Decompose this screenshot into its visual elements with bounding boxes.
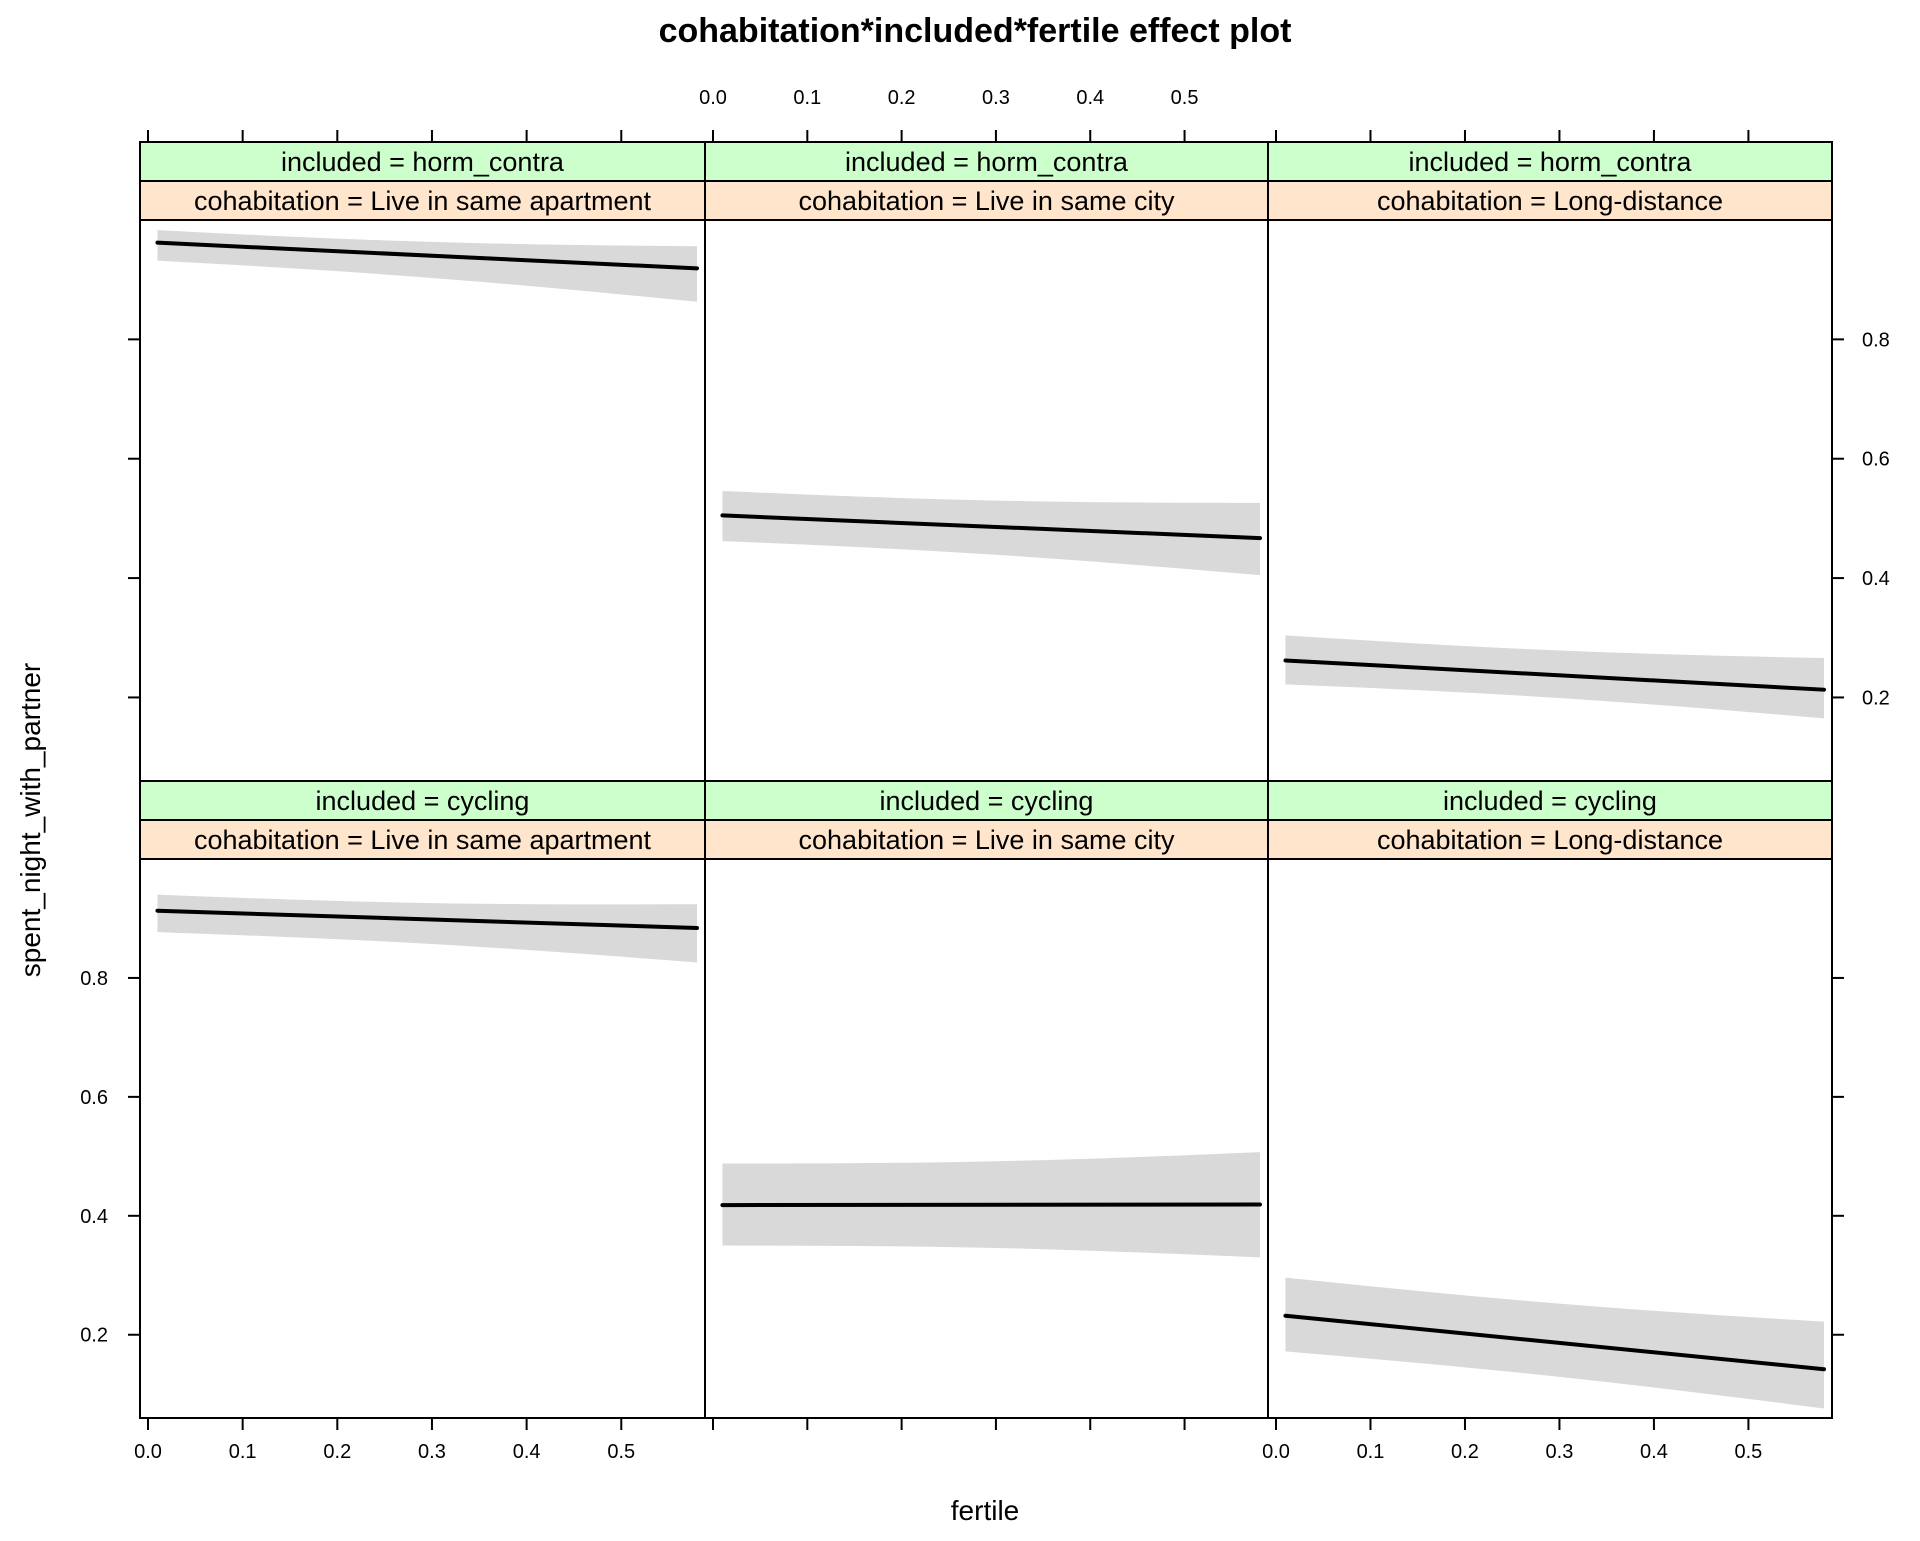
panel-1: included = horm_contra cohabitation = Liv…: [139, 141, 706, 782]
x-tick-label-top: 0.2: [888, 87, 916, 109]
panel-2: included = horm_contra cohabitation = Liv…: [704, 141, 1269, 782]
x-tick-label-bottom: 0.4: [1640, 1441, 1668, 1463]
x-axis-label: fertile: [951, 1495, 1019, 1526]
strip-included-bg: [1267, 141, 1833, 182]
y-tick-label-left: 0.6: [80, 1087, 108, 1109]
strip-included-bg: [139, 141, 706, 182]
y-tick-label-right: 0.2: [1862, 687, 1890, 709]
y-tick-label-right: 0.4: [1862, 568, 1890, 590]
strip-cohabitation-bg: [704, 819, 1269, 860]
strip-included-label: included = horm_contra: [1409, 147, 1693, 177]
x-tick-label-bottom: 0.2: [1451, 1441, 1479, 1463]
panel-grid: included = horm_contra cohabitation = Liv…: [139, 141, 1833, 1419]
y-tick-label-right: 0.6: [1862, 449, 1890, 471]
effect-line: [720, 1202, 1262, 1208]
confidence-band: [157, 894, 697, 963]
panel-6: included = cycling cohabitation = Long-di…: [1267, 780, 1833, 1419]
effect-line: [155, 908, 699, 930]
strip-included-label: included = horm_contra: [845, 147, 1129, 177]
strip-cohabitation-label: cohabitation = Live in same city: [799, 825, 1175, 855]
strip-included-label: included = horm_contra: [281, 147, 565, 177]
effect-line: [1283, 1313, 1826, 1372]
panel-4: included = cycling cohabitation = Live in…: [139, 780, 706, 1419]
effect-line: [1283, 658, 1826, 692]
strip-cohabitation-bg: [139, 819, 706, 860]
strip-cohabitation-label: cohabitation = Long-distance: [1377, 825, 1723, 855]
x-tick-label-bottom: 0.1: [229, 1441, 257, 1463]
x-tick-label-bottom: 0.1: [1357, 1441, 1385, 1463]
y-tick-label-left: 0.8: [80, 968, 108, 990]
y-tick-label-left: 0.2: [80, 1325, 108, 1347]
strip-included-bg: [704, 780, 1269, 821]
x-tick-label-bottom: 0.0: [1262, 1441, 1290, 1463]
y-tick-label-left: 0.4: [80, 1206, 108, 1228]
strip-cohabitation-bg: [704, 180, 1269, 221]
x-tick-label-bottom: 0.3: [1546, 1441, 1574, 1463]
panel-border: [139, 219, 706, 782]
strip-included-bg: [1267, 780, 1833, 821]
panel-3: included = horm_contra cohabitation = Lon…: [1267, 141, 1833, 782]
x-tick-label-bottom: 0.5: [1735, 1441, 1763, 1463]
x-tick-label-top: 0.1: [793, 87, 821, 109]
strip-cohabitation-bg: [1267, 819, 1833, 860]
strip-cohabitation-label: cohabitation = Live in same city: [799, 186, 1175, 216]
effect-line: [720, 513, 1262, 541]
strip-cohabitation-label: cohabitation = Long-distance: [1377, 186, 1723, 216]
effect-line: [155, 240, 699, 271]
x-tick-label-top: 0.5: [1171, 87, 1199, 109]
x-tick-label-bottom: 0.2: [323, 1441, 351, 1463]
x-tick-label-bottom: 0.5: [607, 1441, 635, 1463]
strip-included-bg: [704, 141, 1269, 182]
strip-included-label: included = cycling: [1443, 786, 1657, 816]
y-axis-label: spent_night_with_partner: [15, 663, 46, 977]
x-tick-label-bottom: 0.4: [513, 1441, 541, 1463]
strip-included-bg: [139, 780, 706, 821]
x-tick-label-top: 0.3: [982, 87, 1010, 109]
panel-border: [704, 858, 1269, 1419]
panel-border: [1267, 858, 1833, 1419]
strip-included-label: included = cycling: [316, 786, 530, 816]
axes: 0.0 0.1 0.2 0.3 0.4 0.5 0.0 0.1 0.2 0.3 0.4 0.5 0.0 0…: [80, 87, 1890, 1463]
strip-cohabitation-bg: [1267, 180, 1833, 221]
y-tick-label-right: 0.8: [1862, 329, 1890, 351]
strip-included-label: included = cycling: [880, 786, 1094, 816]
panel-5: included = cycling cohabitation = Live in…: [704, 780, 1269, 1419]
x-tick-label-top: 0.0: [699, 87, 727, 109]
confidence-band: [722, 490, 1260, 576]
strip-cohabitation-label: cohabitation = Live in same apartment: [194, 825, 652, 855]
x-tick-label-top: 0.4: [1076, 87, 1104, 109]
strip-cohabitation-bg: [139, 180, 706, 221]
chart-title: cohabitation*included*fertile effect plo…: [659, 12, 1292, 50]
strip-cohabitation-label: cohabitation = Live in same apartment: [194, 186, 652, 216]
x-tick-label-bottom: 0.3: [418, 1441, 446, 1463]
x-tick-label-bottom: 0.0: [134, 1441, 162, 1463]
